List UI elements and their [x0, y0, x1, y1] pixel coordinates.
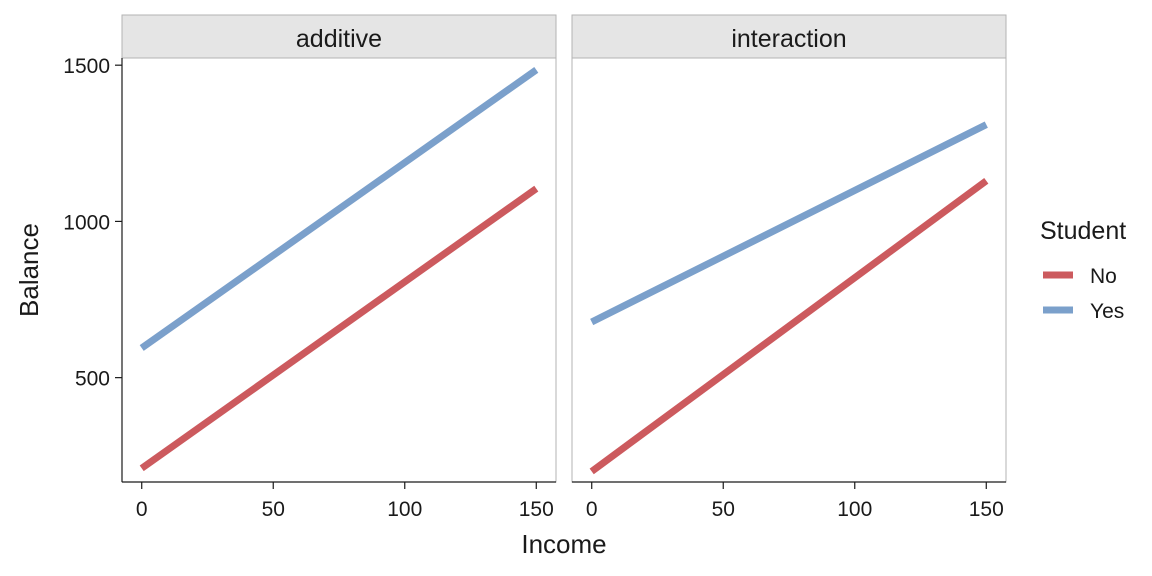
- series-line-no: [139, 185, 539, 472]
- axes: 0 50 100 150 500 1000 1500 0 50 100 150: [63, 55, 1006, 521]
- x-tick-label: 100: [837, 498, 872, 521]
- facet-strip: [571, 14, 1007, 59]
- legend-label-yes: Yes: [1090, 300, 1124, 323]
- x-axis-title: Income: [521, 529, 606, 559]
- x-tick-label: 150: [519, 498, 554, 521]
- facet-strip: [121, 14, 557, 59]
- facet-strip-label: additive: [296, 25, 382, 53]
- legend-label-no: No: [1090, 265, 1117, 288]
- x-tick-label: 100: [387, 498, 422, 521]
- x-tick-label: 50: [712, 498, 735, 521]
- facet-panel-interaction: interaction: [571, 14, 1007, 483]
- facet-strip-label: interaction: [731, 25, 846, 53]
- x-tick-label: 0: [586, 498, 598, 521]
- legend-entries: No Yes: [1043, 265, 1124, 323]
- series-line-yes: [590, 121, 988, 326]
- y-tick-label: 500: [75, 368, 110, 391]
- panel-border: [571, 57, 1007, 483]
- panel-border: [121, 57, 557, 483]
- x-tick-label: 150: [969, 498, 1004, 521]
- y-tick-label: 1500: [63, 55, 110, 78]
- legend: Student No Yes: [1040, 217, 1126, 323]
- y-tick-label: 1000: [63, 211, 110, 234]
- y-axis-title: Balance: [14, 223, 44, 317]
- legend-title: Student: [1040, 217, 1126, 245]
- series-line-yes: [139, 67, 539, 351]
- facet-panel-additive: additive: [121, 14, 557, 483]
- facet-panels: additive interaction: [121, 14, 1007, 483]
- series-line-no: [589, 177, 989, 475]
- x-tick-label: 0: [136, 498, 148, 521]
- x-tick-label: 50: [262, 498, 285, 521]
